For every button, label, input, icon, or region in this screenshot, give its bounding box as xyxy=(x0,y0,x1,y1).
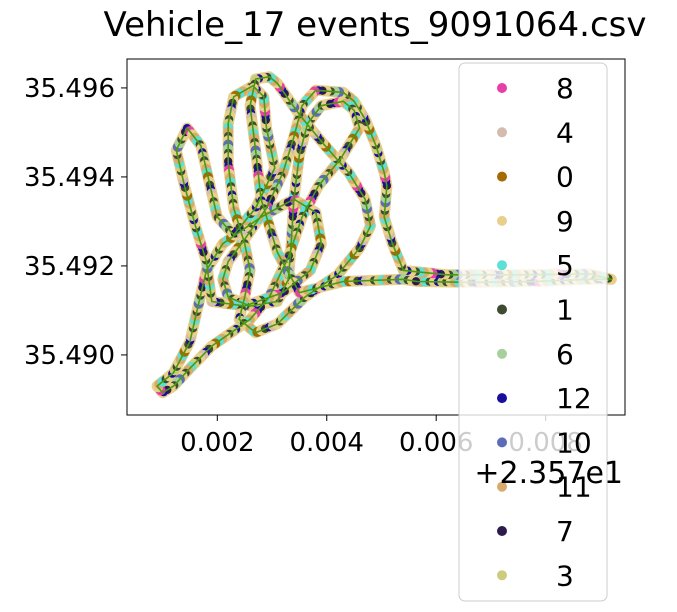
legend-marker xyxy=(497,260,507,271)
legend-marker xyxy=(497,215,507,226)
legend-marker xyxy=(497,437,507,448)
legend-label: 11 xyxy=(556,471,592,504)
plot-frame xyxy=(126,58,626,416)
legend-marker xyxy=(497,348,507,359)
legend-label: 12 xyxy=(556,382,592,415)
legend-label: 1 xyxy=(556,294,574,327)
legend-frame xyxy=(458,62,608,602)
legend-marker xyxy=(497,570,507,581)
legend-marker xyxy=(497,393,507,404)
legend-label: 0 xyxy=(556,161,574,194)
legend-label: 3 xyxy=(556,559,574,592)
y-tick-label: 35.490 xyxy=(24,341,115,371)
legend-label: 8 xyxy=(556,72,574,105)
y-tick-label: 35.496 xyxy=(24,74,115,104)
legend-marker xyxy=(497,481,507,492)
y-axis: 35.490 35.492 35.494 35.496 xyxy=(24,74,127,371)
legend-label: 10 xyxy=(556,426,592,459)
legend-marker xyxy=(497,127,507,138)
legend-marker xyxy=(497,526,507,536)
legend-marker xyxy=(497,171,507,182)
legend-label: 6 xyxy=(556,338,574,371)
x-tick-label: 0.002 xyxy=(180,428,254,458)
legend-marker xyxy=(497,83,507,93)
legend-label: 4 xyxy=(556,116,574,149)
y-tick-label: 35.494 xyxy=(24,163,115,193)
route-line xyxy=(156,76,613,394)
legend-label: 9 xyxy=(556,205,574,238)
legend-label: 5 xyxy=(556,249,574,282)
chart-title: Vehicle_17 events_9091064.csv xyxy=(104,5,647,45)
legend-marker xyxy=(497,304,507,315)
y-tick-label: 35.492 xyxy=(24,252,115,282)
x-tick-label: 0.004 xyxy=(290,428,364,458)
legend: 8 4 0 9 5 1 6 12 10 11 7 3 xyxy=(458,62,608,602)
legend-label: 7 xyxy=(556,515,574,548)
x-offset-label: +2.357e1 xyxy=(474,456,623,491)
